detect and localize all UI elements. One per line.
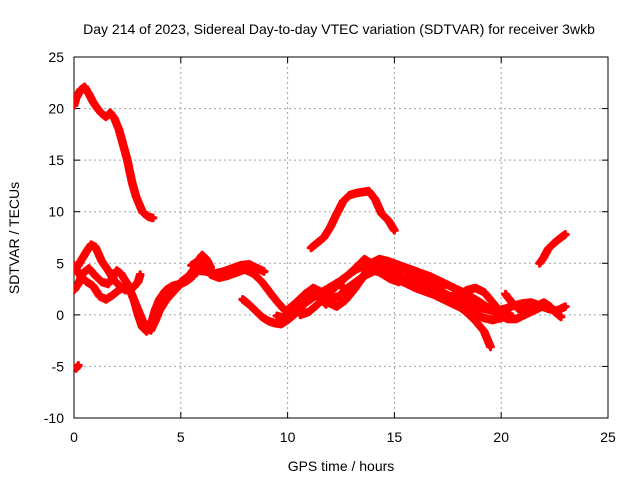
y-axis-label: SDTVAR / TECUs	[6, 182, 22, 294]
x-axis: 0 5 10 15 20 25	[70, 57, 616, 445]
series-trace-16	[535, 230, 570, 268]
y-axis: -10 -5 0 5 10 15 20 25	[44, 49, 608, 426]
series-trace-14	[351, 254, 506, 318]
series-trace-1	[74, 82, 158, 223]
chart-title: Day 214 of 2023, Sidereal Day-to-day VTE…	[83, 21, 595, 37]
x-tick-label: 15	[387, 429, 403, 445]
data-series-group	[74, 82, 570, 373]
y-tick-label: 0	[56, 307, 64, 323]
y-tick-label: 5	[56, 255, 64, 271]
x-tick-label: 10	[280, 429, 296, 445]
series-trace-17	[501, 289, 566, 322]
series-trace-7	[187, 256, 301, 318]
series-trace-3	[74, 253, 207, 336]
y-tick-label: 10	[48, 204, 64, 220]
y-tick-label: 25	[48, 49, 64, 65]
gridlines	[74, 57, 608, 418]
x-tick-label: 20	[493, 429, 509, 445]
y-tick-label: 20	[48, 101, 64, 117]
series-trace-5	[74, 361, 83, 373]
x-tick-label: 5	[177, 429, 185, 445]
y-tick-label: -10	[44, 410, 64, 426]
plot-frame	[73, 56, 609, 419]
y-tick-label: 15	[48, 152, 64, 168]
x-tick-label: 25	[600, 429, 616, 445]
x-tick-label: 0	[70, 429, 78, 445]
x-axis-label: GPS time / hours	[288, 458, 395, 474]
y-tick-label: -5	[52, 358, 65, 374]
series-trace-15	[306, 186, 399, 253]
